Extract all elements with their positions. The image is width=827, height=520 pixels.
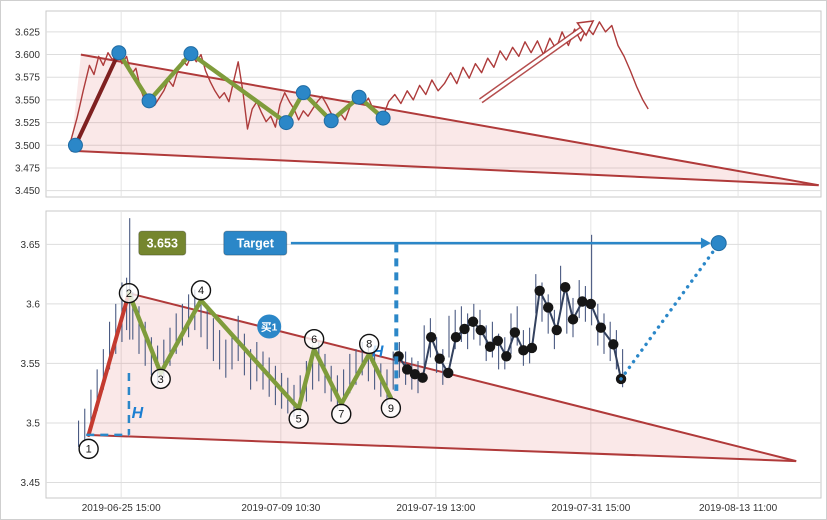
arrow-shaft-highlight [479,27,584,103]
y-axis-label: 3.625 [15,27,40,38]
price-dot [467,316,479,327]
y-axis-label: 3.500 [15,141,40,152]
wedge-lower-trendline [86,433,797,463]
overview-panel: 3.625 3.600 3.575 3.550 3.525 3.500 3.475 3.450 [15,10,822,198]
wave-number-text: 6 [311,334,317,346]
pivot-dot [141,93,157,109]
annotation-buy-signal-badge [257,314,282,339]
annotation-box-text: 3.653 [147,237,178,251]
price-dot [595,322,607,333]
price-dot [443,367,454,379]
impulse-wave-line [86,291,131,437]
price-dot [509,327,521,338]
price-dot [526,342,538,354]
wave-number-text: 1 [86,444,92,456]
price-dot [577,296,588,307]
panel-background [45,210,822,499]
price-dot [551,324,562,336]
impulse-wave-line [73,50,121,148]
main-panel: 2019-06-25 15:00 2019-07-09 10:30 2019-07-… [21,210,822,514]
pivot-dot [295,85,311,101]
annotation-wave-point-7 [331,403,352,425]
y-axis-label: 3.550 [15,95,40,106]
annotation-wave-point-9 [380,397,402,419]
pivot-dot [351,89,367,105]
wave-number-text: 7 [338,409,344,421]
arrow-head-icon [700,237,711,249]
y-axis-label: 3.65 [21,240,41,251]
x-axis-label: 2019-07-09 10:30 [241,503,320,514]
annotation-wave-point-5 [288,408,309,429]
annotation-target-label [223,230,288,256]
price-line [70,21,649,141]
wave-number-text: 4 [198,285,204,297]
price-dot [484,341,496,352]
price-dot [560,282,571,293]
price-dot [543,302,554,313]
annotation-target-point [710,235,727,252]
price-dot [409,368,421,380]
price-dot [567,314,579,325]
annotation-target-price-label [138,230,187,256]
price-dot [492,335,504,347]
x-axis-label: 2019-07-19 13:00 [396,503,475,514]
x-axis-label: 2019-08-13 11:00 [699,503,778,514]
pivot-dot [67,137,83,153]
wave-number-text: 3 [158,374,164,386]
wave-number-text: 9 [388,403,394,415]
annotation-box-text: Target [237,237,275,251]
annotation-wave-point-8 [358,333,380,355]
wedge-lower-trendline [70,149,819,187]
x-axis-label: 2019-07-31 15:00 [551,503,630,514]
price-dot [585,298,597,310]
panel-background [45,10,822,198]
arrow-head-icon [576,20,595,37]
pivot-dot [323,113,339,129]
annotation-wave-point-1 [78,438,99,460]
y-axis-label: 3.525 [15,118,40,129]
annotation-wave-point-6 [303,328,325,350]
y-axis-label: 3.600 [15,50,40,61]
price-dot [608,339,619,350]
price-dot [501,351,512,362]
wave-number-text: 5 [296,413,302,425]
price-dot [518,345,529,356]
badge-text: 买1 [261,322,277,334]
y-axis-label: 3.45 [21,478,41,489]
price-dot [450,332,462,343]
zigzag-wave-line [126,291,394,411]
annotation-projected-path [619,248,716,381]
pivot-dot [278,115,294,131]
price-dot [475,324,486,336]
pivot-dot [183,46,199,62]
price-dot [425,332,437,343]
wedge-upper-trendline [128,292,797,463]
annotation-wave-point-3 [150,368,171,390]
x-axis-label: 2019-06-25 15:00 [82,503,161,514]
price-dot [401,364,413,375]
y-axis-label: 3.6 [26,299,40,310]
pivot-dot [111,45,127,61]
wave-number-text: 8 [366,339,372,351]
price-dot [417,372,428,383]
price-dot [434,353,445,364]
y-axis-label: 3.450 [15,186,40,197]
y-axis-label: 3.55 [21,359,41,370]
y-axis-label: 3.475 [15,163,40,174]
price-dot [534,285,545,296]
wave-number-text: 2 [126,288,132,300]
price-dot [459,323,470,335]
pivot-dot [375,110,391,126]
y-axis-label: 3.5 [26,418,40,429]
y-axis-label: 3.575 [15,73,40,84]
annotation-wave-point-2 [118,282,140,304]
annotation-wave-point-4 [190,280,212,301]
wedge-upper-trendline [80,53,819,187]
annotation-height-label-1: H [132,405,144,422]
